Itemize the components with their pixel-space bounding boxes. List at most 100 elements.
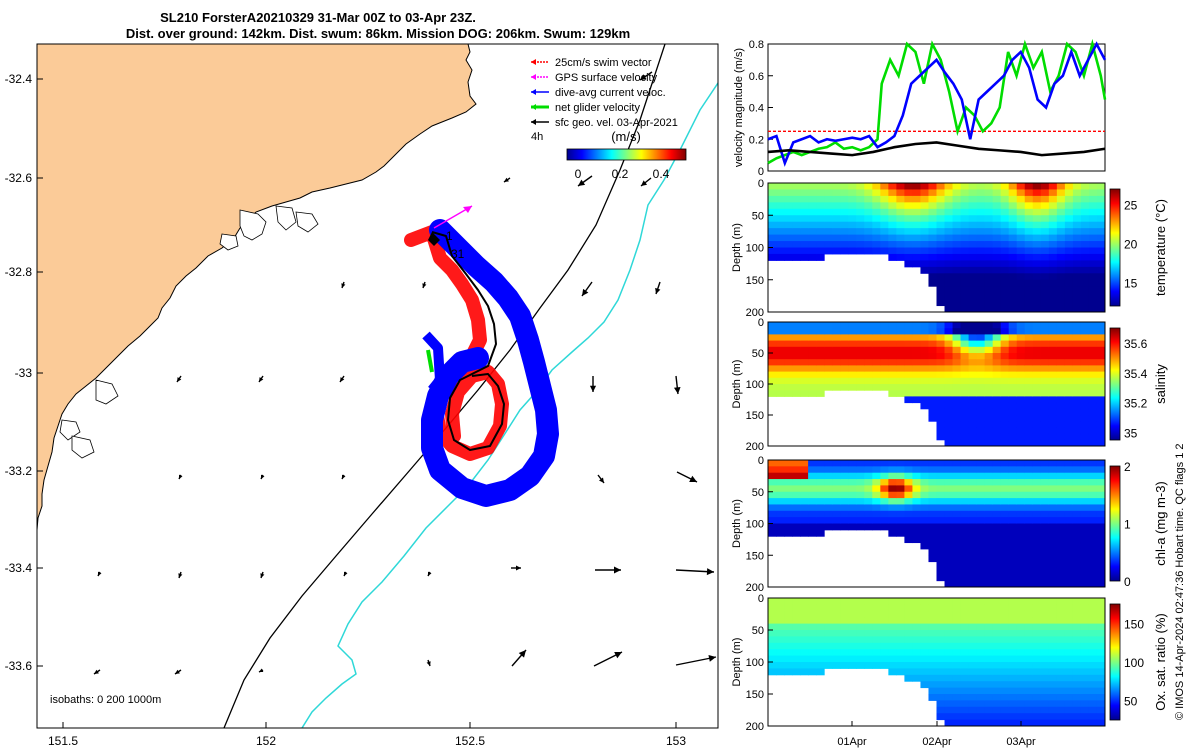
heatmap-cell bbox=[1064, 472, 1074, 480]
heatmap-cell bbox=[824, 655, 833, 663]
heatmap-cell bbox=[968, 498, 978, 505]
heatmap-cell bbox=[1088, 234, 1098, 242]
heatmap-cell bbox=[784, 340, 793, 348]
heatmap-cell bbox=[1000, 202, 1010, 210]
heatmap-cell bbox=[1088, 253, 1098, 261]
heatmap-cell bbox=[1064, 485, 1074, 493]
heatmap-cell bbox=[1064, 498, 1074, 505]
heatmap-cell bbox=[944, 466, 954, 474]
heatmap-cell bbox=[944, 706, 954, 714]
heatmap-cell bbox=[1016, 598, 1026, 605]
heatmap-cell bbox=[768, 472, 777, 480]
heatmap-cell bbox=[1000, 687, 1010, 695]
legend-swatch-head bbox=[531, 89, 536, 95]
heatmap-cell bbox=[1000, 279, 1010, 287]
heatmap-cell bbox=[936, 260, 946, 268]
heatmap-cell bbox=[1032, 433, 1042, 441]
heatmap-cell bbox=[944, 260, 954, 268]
heatmap-cell bbox=[952, 365, 962, 373]
heatmap-cell bbox=[1024, 260, 1034, 268]
heatmap-cell bbox=[1016, 247, 1026, 255]
heatmap-cell bbox=[928, 353, 937, 360]
heatmap-cell bbox=[1016, 202, 1026, 210]
heatmap-cell bbox=[784, 359, 793, 366]
heatmap-cell bbox=[856, 610, 865, 618]
heatmap-cell bbox=[904, 617, 913, 625]
heatmap-cell bbox=[776, 253, 785, 261]
heatmap-cell bbox=[1056, 189, 1066, 197]
heatmap-cell bbox=[952, 655, 962, 663]
velocity-ytick-label: 0.6 bbox=[749, 71, 764, 83]
heatmap-cell bbox=[800, 498, 809, 505]
heatmap-cell bbox=[872, 485, 881, 493]
heatmap-cell bbox=[960, 510, 970, 518]
heatmap-cell bbox=[840, 234, 849, 242]
heatmap-cell bbox=[872, 491, 881, 499]
heatmap-cell bbox=[792, 353, 801, 360]
heatmap-cell bbox=[920, 202, 929, 210]
heatmap-cell bbox=[952, 328, 962, 335]
heatmap-cell bbox=[1008, 305, 1018, 313]
heatmap-cell bbox=[1024, 662, 1034, 669]
heatmap-cell bbox=[784, 485, 793, 493]
heatmap-cell bbox=[1000, 598, 1010, 605]
heatmap-cell bbox=[1072, 340, 1082, 348]
heatmap-cell bbox=[784, 234, 793, 242]
heatmap-cell bbox=[1040, 334, 1050, 342]
heatmap-cell bbox=[848, 340, 857, 348]
heatmap-cell bbox=[856, 371, 865, 379]
heatmap-cell bbox=[1032, 498, 1042, 505]
heatmap-cell bbox=[816, 529, 825, 537]
heatmap-cell bbox=[976, 681, 986, 689]
heatmap-cell bbox=[1048, 567, 1058, 575]
heatmap-cell bbox=[944, 668, 954, 676]
heatmap-cell bbox=[1064, 328, 1074, 335]
heatmap-cell bbox=[784, 221, 793, 229]
heatmap-cell bbox=[1024, 215, 1034, 223]
heatmap-cell bbox=[912, 636, 921, 644]
heatmap-cell bbox=[1072, 517, 1082, 524]
heatmap-cell bbox=[792, 340, 801, 348]
heatmap-cell bbox=[1024, 687, 1034, 695]
heatmap-cell bbox=[840, 491, 849, 499]
heatmap-cell bbox=[784, 208, 793, 216]
heatmap-cell bbox=[800, 617, 809, 625]
heatmap-cell bbox=[968, 415, 978, 422]
heatmap-cell bbox=[768, 479, 777, 486]
heatmap-cell bbox=[1040, 604, 1050, 612]
heatmap-cell bbox=[960, 439, 970, 447]
heatmap-cell bbox=[936, 548, 946, 556]
heatmap-cell bbox=[936, 371, 946, 379]
heatmap-cell bbox=[968, 221, 978, 229]
heatmap-cell bbox=[976, 353, 986, 360]
heatmap-cell bbox=[872, 195, 881, 203]
heatmap-cell bbox=[1024, 396, 1034, 404]
heatmap-cell bbox=[904, 504, 913, 512]
heatmap-cell bbox=[1080, 260, 1090, 268]
heatmap-cell bbox=[864, 334, 873, 342]
velocity-ytick-label: 0.2 bbox=[749, 134, 764, 146]
heatmap-cell bbox=[896, 359, 905, 366]
heatmap-cell bbox=[936, 384, 946, 391]
heatmap-cell bbox=[984, 498, 994, 505]
heatmap-cell bbox=[880, 655, 889, 663]
heatmap-cell bbox=[864, 377, 873, 385]
heatmap-cell bbox=[1056, 604, 1066, 612]
heatmap-cell bbox=[776, 221, 785, 229]
heatmap-cell bbox=[824, 498, 833, 505]
heatmap-cell bbox=[912, 630, 921, 637]
heatmap-cell bbox=[800, 649, 809, 657]
heatmap-cell bbox=[992, 630, 1002, 637]
heatmap-cell bbox=[904, 234, 913, 242]
heatmap-cell bbox=[1048, 536, 1058, 544]
heatmap-cell bbox=[816, 479, 825, 486]
heatmap-cell bbox=[1008, 195, 1018, 203]
heatmap-cell bbox=[992, 706, 1002, 714]
heatmap-cell bbox=[928, 234, 937, 242]
heatmap-cell bbox=[1024, 630, 1034, 637]
heatmap-cell bbox=[1048, 517, 1058, 524]
heatmap-cell bbox=[952, 396, 962, 404]
heatmap-cell bbox=[872, 365, 881, 373]
heatmap-cell bbox=[824, 208, 833, 216]
